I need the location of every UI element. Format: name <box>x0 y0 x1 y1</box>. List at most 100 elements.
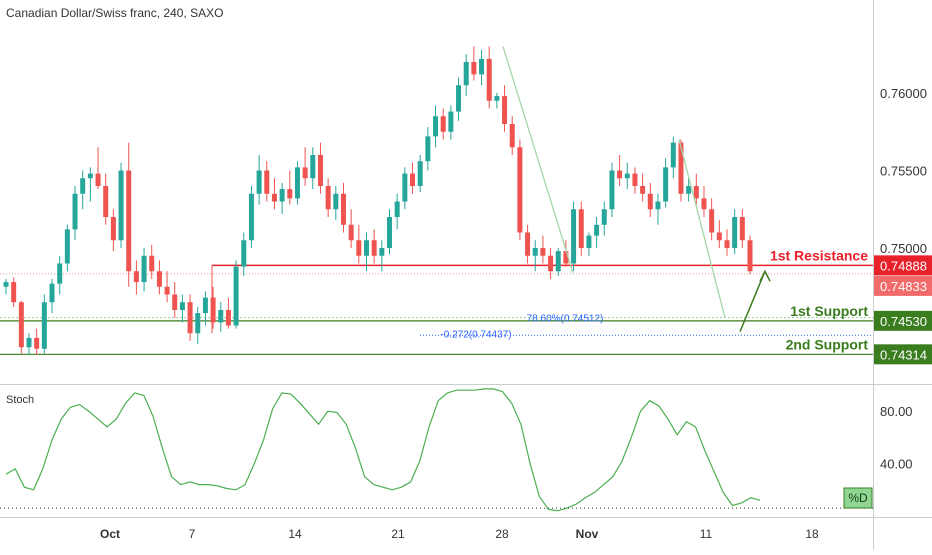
stoch-tick-label: 40.00 <box>880 457 913 472</box>
candle-body <box>739 217 745 241</box>
price-tick-label: 0.75500 <box>880 164 927 179</box>
price-tag: 0.74833 <box>880 279 927 294</box>
stoch-d-badge-bg <box>843 487 873 509</box>
candle-body <box>302 167 308 179</box>
candle-body <box>548 255 554 272</box>
time-tick-label: 28 <box>495 527 509 541</box>
stoch-title: Stoch <box>6 394 35 406</box>
candle-body <box>640 186 646 194</box>
candle-body <box>571 209 577 264</box>
candle-body <box>248 193 254 241</box>
price-tick-label: 0.75000 <box>880 241 927 256</box>
candle-body <box>18 302 24 348</box>
candle-body <box>118 170 124 241</box>
candle-body <box>225 310 231 326</box>
bounce-arrow-head <box>759 269 771 282</box>
candle-body <box>525 232 531 256</box>
projection-line-2 <box>678 139 726 318</box>
candle-body <box>716 232 722 241</box>
candle-body <box>540 248 546 256</box>
candle-body <box>317 155 323 186</box>
candle-body <box>594 224 600 236</box>
candle-body <box>256 170 262 194</box>
candle-body <box>632 173 638 186</box>
candle-body <box>95 173 101 186</box>
candle-body <box>26 337 32 348</box>
candle-body <box>509 124 515 148</box>
candle-body <box>402 173 408 202</box>
candle-body <box>601 209 607 225</box>
candle-body <box>394 201 400 217</box>
time-tick-label: 7 <box>189 527 196 541</box>
candle-body <box>747 240 753 272</box>
candle-body <box>264 170 270 194</box>
candle-body <box>724 240 730 248</box>
candle-body <box>57 263 63 284</box>
candle-body <box>287 189 293 199</box>
stoch-tick-label: 80.00 <box>880 404 913 419</box>
candle-body <box>210 297 216 323</box>
candle-body <box>340 193 346 225</box>
price-tag-bg <box>874 310 932 331</box>
candle-body <box>218 310 224 323</box>
candle-body <box>479 58 485 75</box>
price-tag: 0.74888 <box>880 258 927 273</box>
candle-body <box>486 58 492 101</box>
candle-body <box>555 251 561 272</box>
candle-body <box>187 302 193 334</box>
candle-body <box>133 271 139 283</box>
candle-body <box>709 209 715 233</box>
candle-body <box>410 173 416 186</box>
candle-body <box>333 193 339 210</box>
candle-body <box>609 170 615 210</box>
candle-body <box>678 142 684 194</box>
stoch-d-badge: %D <box>848 491 868 505</box>
candle-body <box>294 167 300 199</box>
candle-body <box>471 62 477 75</box>
candle-body <box>348 224 354 241</box>
candle-body <box>701 198 707 210</box>
candle-body <box>3 282 9 287</box>
candle-body <box>179 302 185 310</box>
candle-body <box>64 229 70 264</box>
time-tick-label: 18 <box>805 527 819 541</box>
candle-body <box>387 217 393 248</box>
candle-body <box>502 96 508 124</box>
candle-body <box>110 217 116 241</box>
candle-body <box>586 235 592 248</box>
candle-body <box>202 297 208 314</box>
candle-body <box>563 251 569 264</box>
candle-body <box>433 116 439 137</box>
bounce-arrow <box>739 270 766 332</box>
candle-body <box>655 201 661 210</box>
candle-body <box>578 209 584 248</box>
candle-body <box>195 313 201 334</box>
candle-body <box>463 62 469 86</box>
candle-body <box>126 170 132 272</box>
time-tick-label: 14 <box>288 527 302 541</box>
candle-body <box>456 85 462 112</box>
candle-body <box>732 217 738 248</box>
candle-body <box>693 186 699 199</box>
candle-body <box>279 189 285 202</box>
candle-body <box>80 178 86 194</box>
candle-body <box>670 142 676 168</box>
time-tick-label: 11 <box>700 527 713 541</box>
candle-body <box>34 337 40 349</box>
candle-body <box>11 282 17 303</box>
candle-body <box>164 286 170 295</box>
candle-body <box>440 116 446 132</box>
candle-body <box>532 248 538 256</box>
candle-body <box>417 161 423 186</box>
candle-body <box>103 186 109 217</box>
price-tick-label: 0.76000 <box>880 86 927 101</box>
candle-body <box>448 111 454 132</box>
candle-body <box>310 155 316 179</box>
candle-body <box>371 240 377 256</box>
candle-body <box>379 248 385 256</box>
fib-ext-label: -0.272(0.74437) <box>440 329 511 340</box>
candle-body <box>72 193 78 230</box>
candle-body <box>87 173 93 179</box>
